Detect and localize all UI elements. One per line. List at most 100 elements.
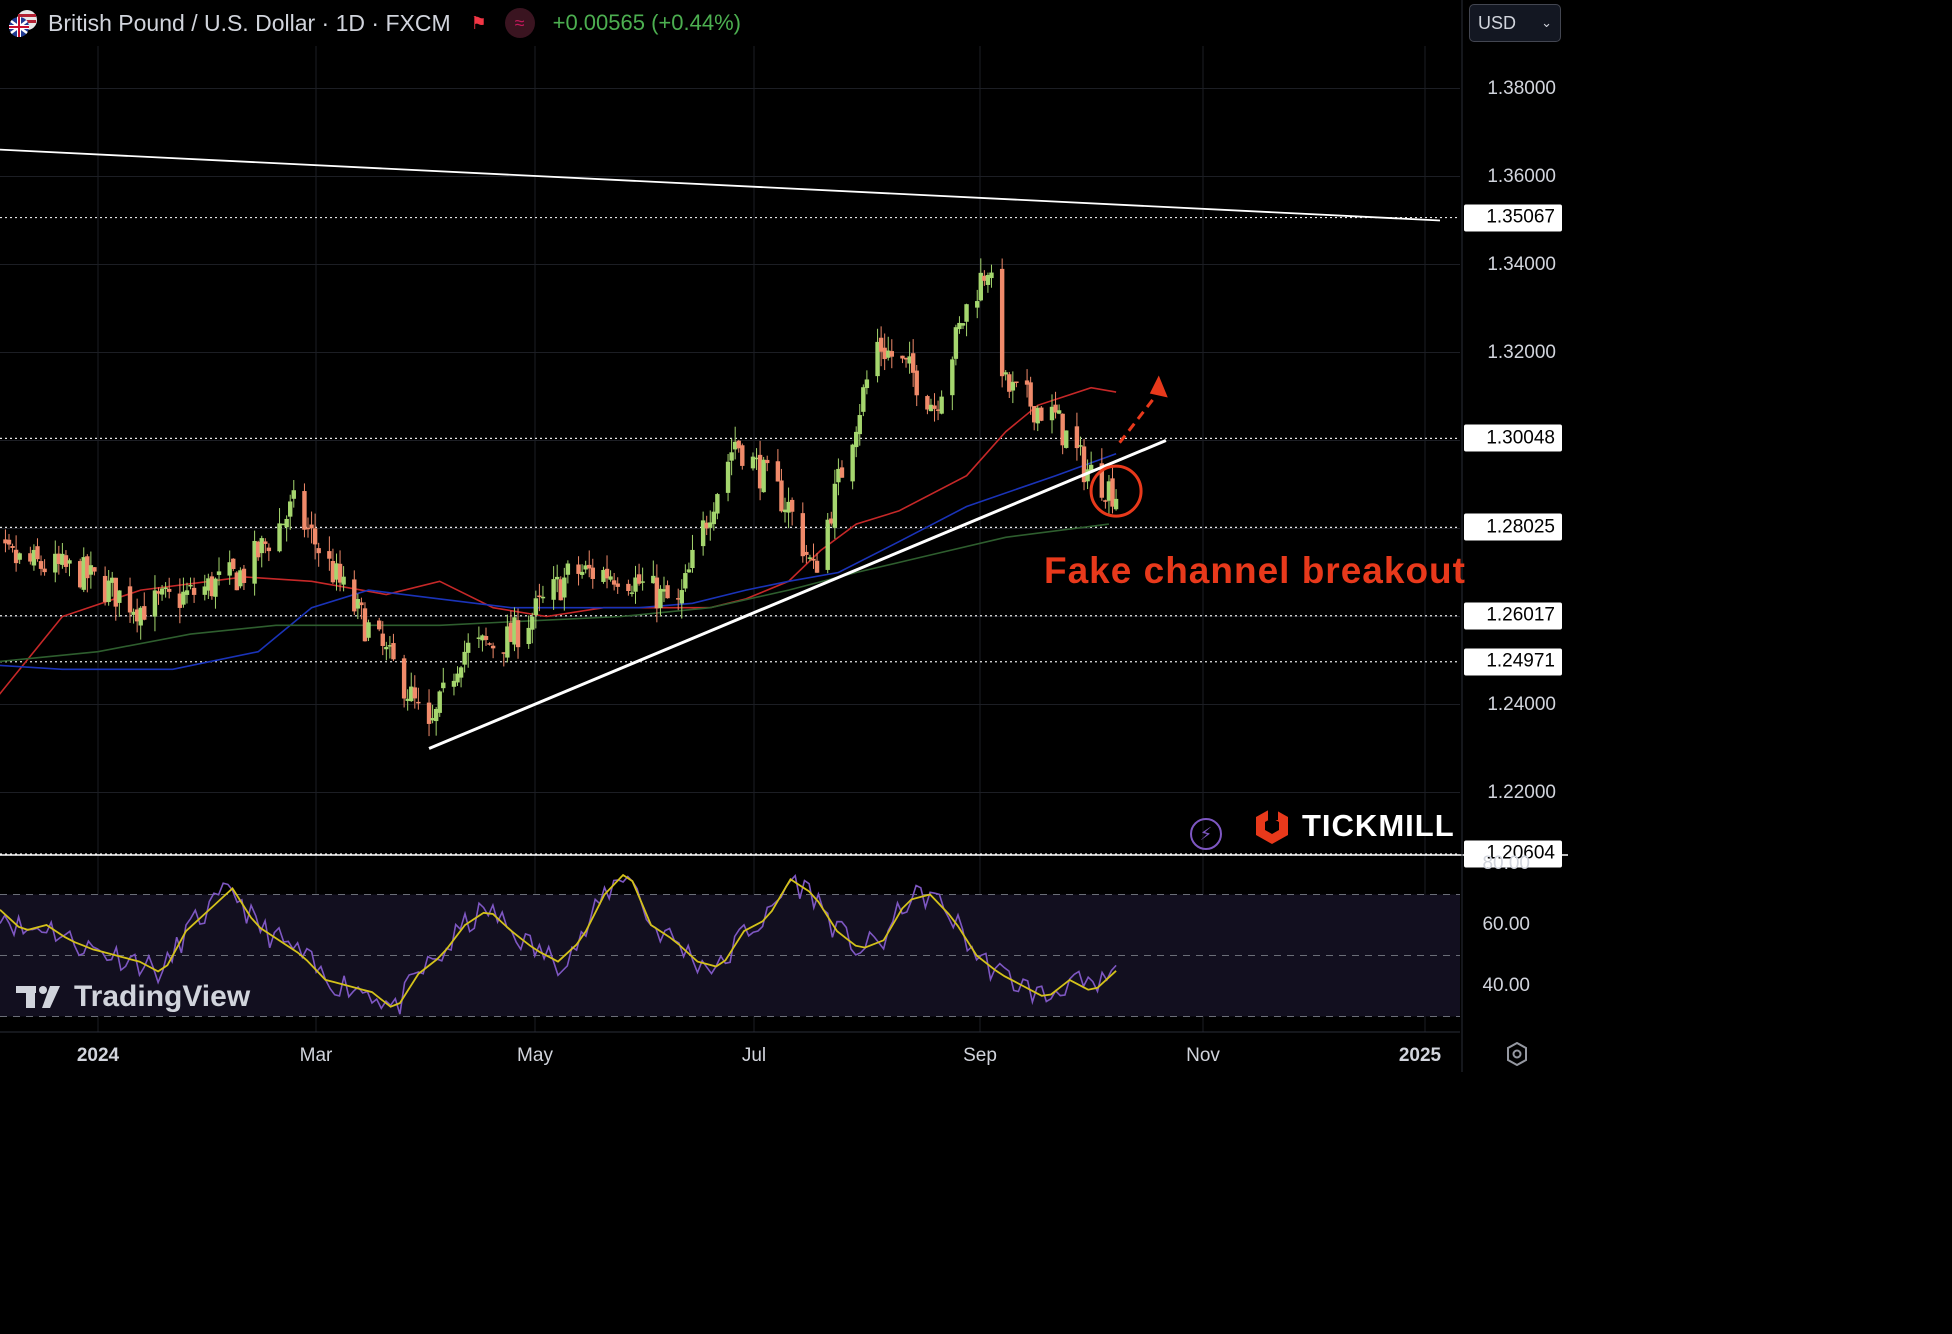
candle-body bbox=[206, 578, 211, 591]
candle-body bbox=[825, 519, 830, 570]
candle-body bbox=[451, 680, 457, 687]
tradingview-text: TradingView bbox=[74, 980, 251, 1013]
candle-body bbox=[465, 642, 471, 653]
chevron-down-icon: ⌄ bbox=[1541, 15, 1552, 30]
candle-body bbox=[928, 404, 934, 412]
tradingview-logo-icon bbox=[16, 986, 60, 1008]
price-chart[interactable] bbox=[0, 0, 1568, 1072]
tickmill-hex-icon bbox=[1256, 808, 1288, 844]
candle-body bbox=[686, 569, 692, 573]
candle-body bbox=[512, 617, 517, 645]
rsi-ma-line bbox=[0, 873, 1117, 1008]
candle-body bbox=[800, 513, 806, 557]
candle-body bbox=[159, 588, 165, 595]
candle-body bbox=[811, 558, 816, 561]
candle-body bbox=[1014, 381, 1019, 384]
candle-body bbox=[416, 701, 421, 704]
candle-body bbox=[202, 586, 207, 595]
candle-body bbox=[661, 589, 667, 592]
candle-body bbox=[978, 272, 983, 301]
candle-body bbox=[1064, 430, 1069, 448]
candle-body bbox=[861, 387, 866, 412]
candle-body bbox=[501, 652, 506, 654]
candle-body bbox=[327, 551, 332, 559]
candle-body bbox=[562, 577, 567, 598]
price-level-tag: 1.26017 bbox=[1464, 602, 1562, 630]
candle-body bbox=[711, 511, 717, 525]
candle-body bbox=[88, 565, 94, 575]
candle-body bbox=[42, 568, 47, 573]
candle-body bbox=[430, 718, 435, 721]
candle-body bbox=[10, 546, 15, 548]
candle-body bbox=[576, 564, 581, 574]
candle-body bbox=[142, 606, 147, 620]
candle-body bbox=[761, 459, 766, 493]
candle-body bbox=[939, 396, 944, 414]
candle-body bbox=[1028, 382, 1033, 407]
candle-body bbox=[975, 301, 980, 308]
candle-body bbox=[1081, 446, 1087, 483]
candle-body bbox=[1035, 407, 1040, 424]
candle-body bbox=[231, 558, 236, 570]
candle-body bbox=[957, 322, 962, 330]
candle-body bbox=[490, 645, 496, 649]
candle-body bbox=[590, 567, 595, 579]
candle-body bbox=[754, 457, 759, 460]
moving-average-line bbox=[0, 523, 1110, 663]
candle-body bbox=[732, 441, 738, 450]
candle-body bbox=[316, 548, 321, 554]
time-axis-label: Sep bbox=[963, 1045, 997, 1066]
candle-body bbox=[6, 539, 12, 545]
indicators-icon[interactable]: ≈ bbox=[504, 8, 535, 38]
price-axis-label: 1.24000 bbox=[1487, 693, 1556, 715]
gear-icon[interactable] bbox=[1505, 1042, 1529, 1066]
candle-body bbox=[1049, 406, 1055, 421]
price-level-tag: 1.35067 bbox=[1464, 204, 1562, 232]
candle-body bbox=[213, 578, 218, 597]
candle-body bbox=[626, 583, 631, 591]
candle-body bbox=[302, 491, 307, 530]
currency-selector[interactable]: USD ⌄ bbox=[1469, 4, 1561, 42]
candle-body bbox=[565, 563, 571, 575]
red-flag-icon[interactable]: ⚑ bbox=[470, 13, 487, 33]
candle-body bbox=[191, 587, 197, 595]
candle-body bbox=[789, 499, 795, 512]
candle-body bbox=[690, 549, 695, 569]
candle-body bbox=[53, 553, 58, 573]
candle-body bbox=[288, 501, 293, 517]
gbp-usd-flag-icon bbox=[8, 8, 38, 38]
candle-body bbox=[814, 560, 820, 573]
price-axis-label: 1.22000 bbox=[1487, 781, 1556, 803]
candle-body bbox=[117, 590, 122, 603]
candle-body bbox=[715, 494, 720, 514]
candle-body bbox=[654, 577, 660, 609]
candle-body bbox=[999, 268, 1005, 377]
rsi-line bbox=[0, 874, 1117, 1015]
candle-body bbox=[665, 585, 670, 599]
candle-body bbox=[832, 483, 838, 528]
price-axis-label: 1.32000 bbox=[1487, 341, 1556, 363]
lightning-icon[interactable]: ⚡ bbox=[1190, 818, 1222, 850]
candle-body bbox=[184, 590, 190, 595]
fake-breakout-annotation: Fake channel breakout bbox=[1044, 550, 1466, 591]
candle-body bbox=[829, 518, 834, 524]
candle-body bbox=[1113, 498, 1119, 510]
candle-body bbox=[366, 622, 371, 638]
candle-body bbox=[850, 444, 855, 482]
trendline bbox=[0, 148, 1441, 222]
candle-body bbox=[786, 501, 791, 513]
symbol-title[interactable]: British Pound / U.S. Dollar · 1D · FXCM bbox=[48, 9, 451, 36]
candle-body bbox=[359, 602, 364, 606]
candle-body bbox=[839, 467, 845, 478]
candle-body bbox=[234, 572, 240, 591]
candle-body bbox=[903, 357, 909, 360]
candle-body bbox=[483, 635, 489, 640]
candle-body bbox=[750, 456, 756, 469]
candle-body bbox=[81, 557, 86, 590]
candle-body bbox=[676, 598, 681, 600]
candle-body bbox=[255, 541, 261, 558]
candle-body bbox=[729, 452, 734, 461]
candle-body bbox=[540, 596, 546, 599]
price-axis-label: 1.34000 bbox=[1487, 253, 1556, 275]
candle-body bbox=[636, 574, 642, 584]
